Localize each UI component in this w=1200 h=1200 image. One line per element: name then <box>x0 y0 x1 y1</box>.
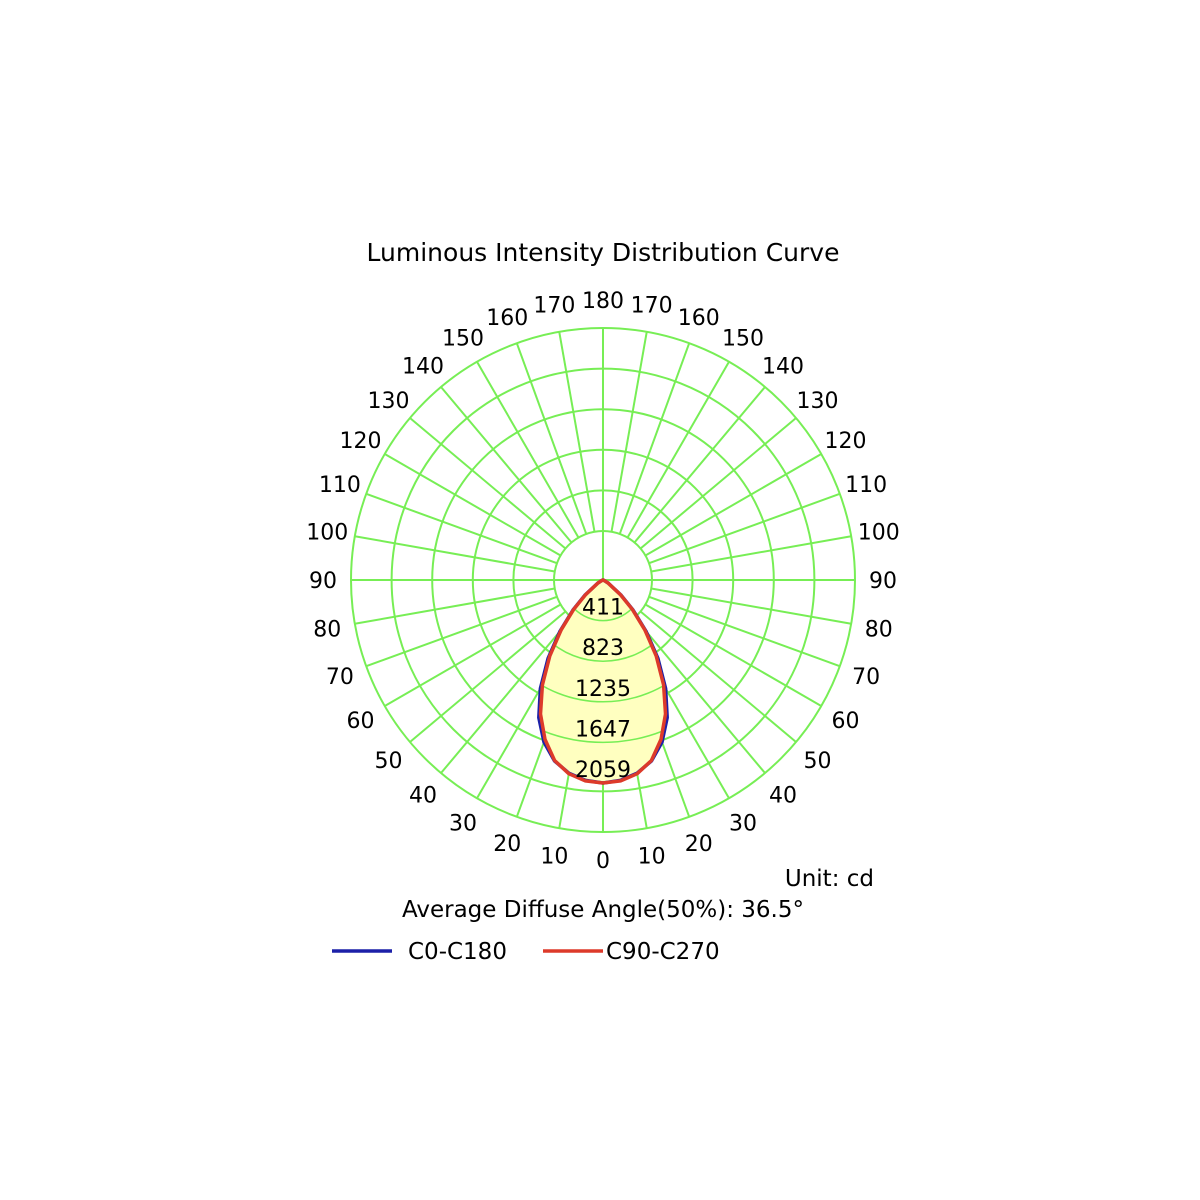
angle-tick-label: 160 <box>486 306 528 331</box>
angle-tick-label: 40 <box>409 783 437 808</box>
angle-spoke <box>651 587 852 625</box>
angle-tick-label: 150 <box>722 327 764 352</box>
angle-tick-label: 140 <box>762 355 804 380</box>
series-c90-c270-curve <box>538 578 668 785</box>
angle-tick-label: 140 <box>402 355 444 380</box>
legend-label: C90-C270 <box>606 939 720 965</box>
angle-tick-label: 180 <box>582 289 624 314</box>
legend: C0-C180 C90-C270 <box>332 939 720 965</box>
radial-tick-label: 2059 <box>575 758 631 783</box>
angle-spoke <box>558 331 596 532</box>
angle-spoke <box>476 361 580 539</box>
angle-tick-label: 60 <box>831 709 859 734</box>
chart-title: Luminous Intensity Distribution Curve <box>367 238 840 267</box>
angle-spoke <box>384 603 562 707</box>
inner-curve-grid-ring <box>538 580 668 703</box>
angle-spoke <box>644 603 822 707</box>
angle-tick-label: 20 <box>493 832 521 857</box>
angle-spoke <box>639 610 797 743</box>
angle-spoke <box>633 386 766 544</box>
angle-tick-label: 110 <box>845 473 887 498</box>
curve-fill <box>538 580 668 783</box>
angle-spoke <box>365 595 558 668</box>
angle-spoke <box>365 492 558 565</box>
angle-tick-label: 30 <box>449 811 477 836</box>
angle-tick-label: 120 <box>340 429 382 454</box>
angle-tick-label: 90 <box>309 569 337 594</box>
angle-spoke <box>440 386 573 544</box>
diffuse-angle-label: Average Diffuse Angle(50%): 36.5° <box>402 897 804 923</box>
radial-tick-label: 1647 <box>575 717 631 742</box>
angle-spoke <box>648 492 841 565</box>
radial-tick-label: 1235 <box>575 677 631 702</box>
angle-spoke <box>644 453 822 557</box>
angle-tick-label: 130 <box>368 389 410 414</box>
intensity-curves <box>537 578 669 785</box>
angle-spoke <box>648 595 841 668</box>
angle-tick-label: 20 <box>685 832 713 857</box>
angle-tick-label: 100 <box>306 520 348 545</box>
radial-tick-label: 823 <box>582 636 624 661</box>
angle-tick-label: 10 <box>638 845 666 870</box>
angle-spoke <box>651 535 852 573</box>
angle-tick-label: 80 <box>865 618 893 643</box>
legend-label: C0-C180 <box>408 939 507 965</box>
angle-spoke <box>610 331 648 532</box>
inner-curve-grid-ring <box>538 580 668 662</box>
angle-tick-label: 120 <box>824 429 866 454</box>
angle-spoke <box>440 616 573 774</box>
angle-spoke <box>639 417 797 550</box>
angle-tick-label: 70 <box>852 665 880 690</box>
inner-curve-grid-ring <box>538 580 668 744</box>
angle-tick-label: 170 <box>533 293 575 318</box>
radial-tick-labels: 411 823 1235 1647 2059 <box>575 596 631 783</box>
angle-tick-label: 40 <box>769 783 797 808</box>
angle-tick-label: 170 <box>631 293 673 318</box>
angle-spoke <box>409 417 567 550</box>
angle-spoke <box>633 616 766 774</box>
angle-tick-label: 90 <box>869 569 897 594</box>
angle-tick-label: 30 <box>729 811 757 836</box>
angle-spoke <box>626 361 730 539</box>
angle-tick-label: 60 <box>347 709 375 734</box>
angle-tick-label: 70 <box>326 665 354 690</box>
angle-tick-label: 0 <box>596 849 610 874</box>
angle-tick-labels: 0102030405060708090100110120130140150160… <box>306 289 899 874</box>
angle-spoke <box>354 535 555 573</box>
angle-tick-label: 80 <box>313 618 341 643</box>
angle-tick-label: 160 <box>678 306 720 331</box>
angle-tick-label: 50 <box>375 749 403 774</box>
angle-spoke <box>354 587 555 625</box>
angle-tick-label: 110 <box>319 473 361 498</box>
angle-tick-label: 150 <box>442 327 484 352</box>
angle-tick-label: 10 <box>540 845 568 870</box>
angle-tick-label: 130 <box>796 389 838 414</box>
radial-tick-label: 411 <box>582 596 624 621</box>
angle-spoke <box>384 453 562 557</box>
angle-spoke <box>618 342 691 535</box>
angle-tick-label: 50 <box>803 749 831 774</box>
unit-label: Unit: cd <box>785 866 874 892</box>
angle-spoke <box>409 610 567 743</box>
angle-tick-label: 100 <box>858 520 900 545</box>
angle-spoke <box>515 342 588 535</box>
